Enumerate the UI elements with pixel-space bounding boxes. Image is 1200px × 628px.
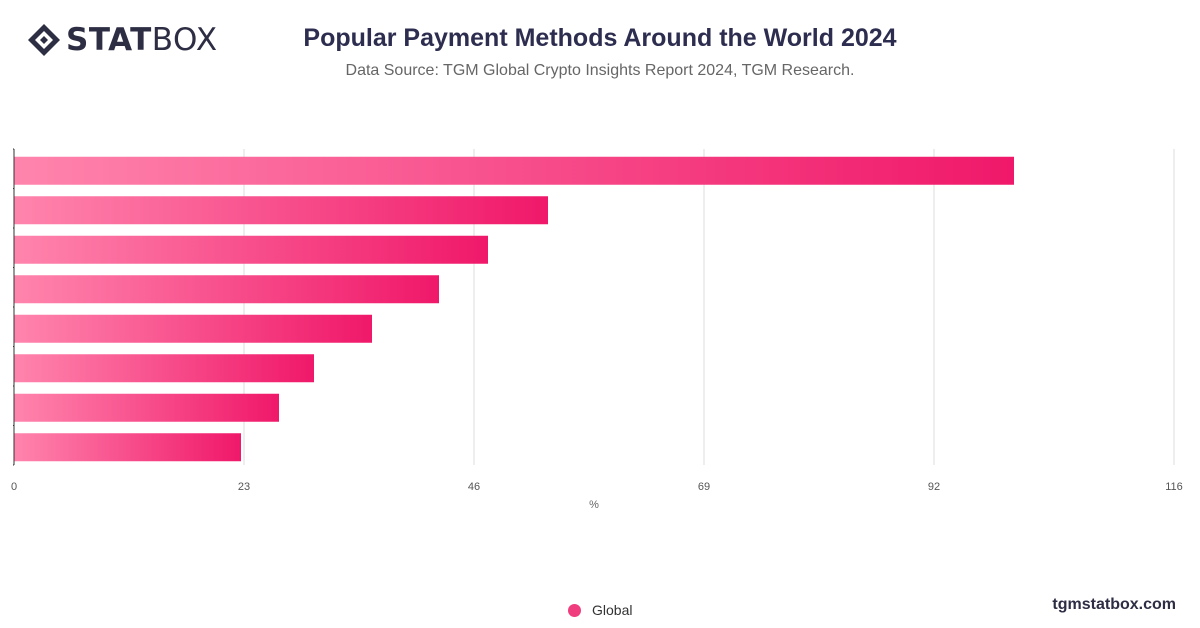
statbox-diamond-icon: [28, 24, 60, 56]
bar[interactable]: [14, 433, 241, 462]
logo-text-bold: STAT: [66, 22, 152, 58]
x-tick-label: 23: [238, 481, 250, 493]
logo-wordmark: STATBOX: [66, 22, 218, 58]
bars: [14, 156, 1014, 462]
chart-subtitle: Data Source: TGM Global Crypto Insights …: [345, 62, 855, 79]
logo-text-light: BOX: [151, 22, 218, 58]
x-tick-label: 0: [11, 481, 17, 493]
x-tick-label: 46: [468, 481, 480, 493]
statbox-logo: STATBOX: [26, 22, 218, 58]
footer-url[interactable]: tgmstatbox.com: [1052, 596, 1176, 613]
bar[interactable]: [14, 393, 279, 422]
x-tick-label: 92: [928, 481, 940, 493]
bar[interactable]: [14, 156, 1014, 185]
bar[interactable]: [14, 314, 372, 343]
x-tick-label: 116: [1165, 481, 1183, 493]
chart-title: Popular Payment Methods Around the World…: [303, 24, 897, 52]
legend-label: Global: [592, 602, 633, 618]
bar[interactable]: [14, 235, 488, 264]
bar[interactable]: [14, 354, 314, 383]
legend-marker: [568, 603, 581, 617]
x-tick-label: 69: [698, 481, 710, 493]
legend[interactable]: Global: [568, 602, 632, 618]
bar[interactable]: [14, 275, 439, 304]
x-axis-label: %: [589, 499, 599, 511]
bar[interactable]: [14, 196, 548, 225]
tick-labels: 0 23 46 69 92 116: [11, 481, 1183, 493]
axes: [13, 148, 15, 466]
